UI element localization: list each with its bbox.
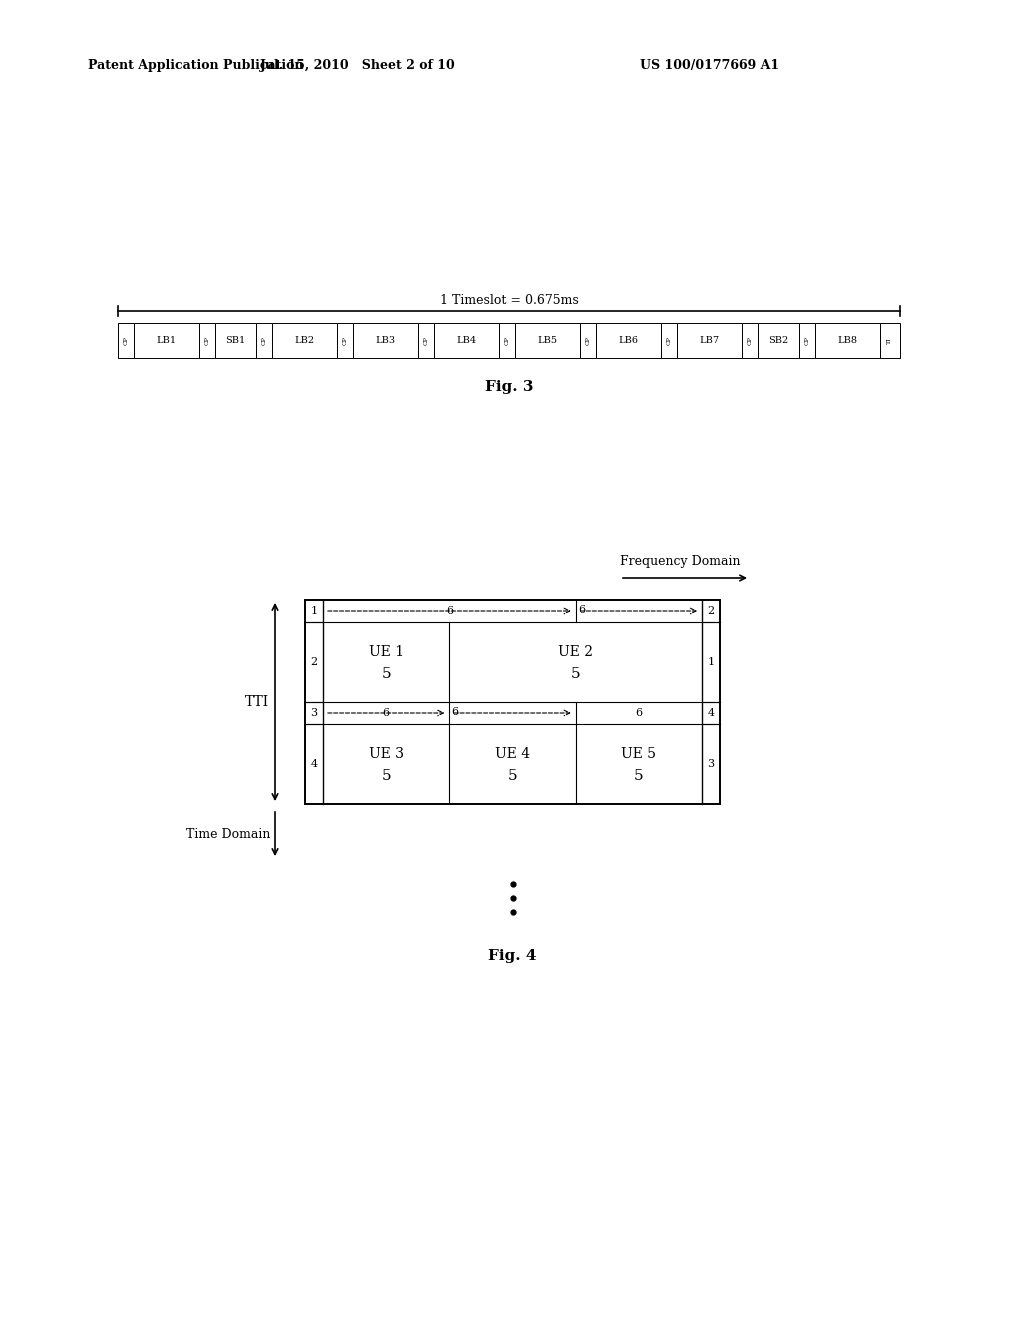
Bar xyxy=(215,323,256,358)
Text: LB7: LB7 xyxy=(699,337,720,345)
Text: CP: CP xyxy=(261,337,266,345)
Text: 2: 2 xyxy=(310,657,317,667)
Text: Fig. 3: Fig. 3 xyxy=(484,380,534,393)
Bar xyxy=(515,323,580,358)
Text: LB5: LB5 xyxy=(538,337,557,345)
Text: CP: CP xyxy=(804,337,809,345)
Bar xyxy=(199,323,215,358)
Text: Frequency Domain: Frequency Domain xyxy=(620,554,740,568)
Text: CP: CP xyxy=(586,337,591,345)
Text: LB6: LB6 xyxy=(618,337,639,345)
Bar xyxy=(353,323,418,358)
Bar xyxy=(134,323,199,358)
Bar xyxy=(742,323,758,358)
Text: UE 4: UE 4 xyxy=(495,747,530,762)
Bar xyxy=(305,601,720,804)
Bar xyxy=(118,323,134,358)
Bar xyxy=(880,323,900,358)
Text: TTI: TTI xyxy=(245,696,269,709)
Text: SB1: SB1 xyxy=(225,337,246,345)
Text: 5: 5 xyxy=(381,770,391,783)
Text: UE 3: UE 3 xyxy=(369,747,403,762)
Text: 3: 3 xyxy=(708,759,715,770)
Bar xyxy=(337,323,353,358)
Text: Fig. 4: Fig. 4 xyxy=(488,949,537,964)
Text: 5: 5 xyxy=(634,770,644,783)
Text: UE 2: UE 2 xyxy=(558,645,593,660)
Text: 4: 4 xyxy=(310,759,317,770)
Text: LB3: LB3 xyxy=(376,337,395,345)
Bar xyxy=(418,323,434,358)
Text: 5: 5 xyxy=(508,770,517,783)
Text: 6: 6 xyxy=(579,605,586,615)
Text: 6: 6 xyxy=(635,708,642,718)
Text: CP: CP xyxy=(748,337,753,345)
Text: CP: CP xyxy=(124,337,129,345)
Text: LB4: LB4 xyxy=(457,337,476,345)
Bar xyxy=(815,323,880,358)
Text: CP: CP xyxy=(424,337,428,345)
Bar xyxy=(758,323,799,358)
Text: CP: CP xyxy=(205,337,210,345)
Bar xyxy=(580,323,596,358)
Text: US 100/0177669 A1: US 100/0177669 A1 xyxy=(640,58,779,71)
Bar xyxy=(434,323,499,358)
Bar xyxy=(272,323,337,358)
Bar xyxy=(677,323,742,358)
Text: 1: 1 xyxy=(310,606,317,616)
Text: CP: CP xyxy=(505,337,510,345)
Text: CP: CP xyxy=(342,337,347,345)
Text: CP: CP xyxy=(667,337,672,345)
Text: UE 5: UE 5 xyxy=(622,747,656,762)
Text: SB2: SB2 xyxy=(768,337,788,345)
Text: Time Domain: Time Domain xyxy=(185,828,270,841)
Text: Patent Application Publication: Patent Application Publication xyxy=(88,58,303,71)
Text: LB8: LB8 xyxy=(838,337,857,345)
Text: Jul. 15, 2010   Sheet 2 of 10: Jul. 15, 2010 Sheet 2 of 10 xyxy=(260,58,456,71)
Text: 1: 1 xyxy=(708,657,715,667)
Text: 6: 6 xyxy=(383,708,390,718)
Text: 3: 3 xyxy=(310,708,317,718)
Text: 4: 4 xyxy=(708,708,715,718)
Text: 6: 6 xyxy=(445,606,453,616)
Text: 5: 5 xyxy=(570,667,581,681)
Text: 5: 5 xyxy=(381,667,391,681)
Bar xyxy=(499,323,515,358)
Bar xyxy=(799,323,815,358)
Bar xyxy=(660,323,677,358)
Text: LB2: LB2 xyxy=(294,337,314,345)
Text: UE 1: UE 1 xyxy=(369,645,403,660)
Text: 2: 2 xyxy=(708,606,715,616)
Text: 6: 6 xyxy=(452,708,459,717)
Text: TI: TI xyxy=(888,337,892,343)
Text: 1 Timeslot = 0.675ms: 1 Timeslot = 0.675ms xyxy=(439,294,579,308)
Bar xyxy=(256,323,272,358)
Text: LB1: LB1 xyxy=(157,337,177,345)
Bar xyxy=(596,323,660,358)
